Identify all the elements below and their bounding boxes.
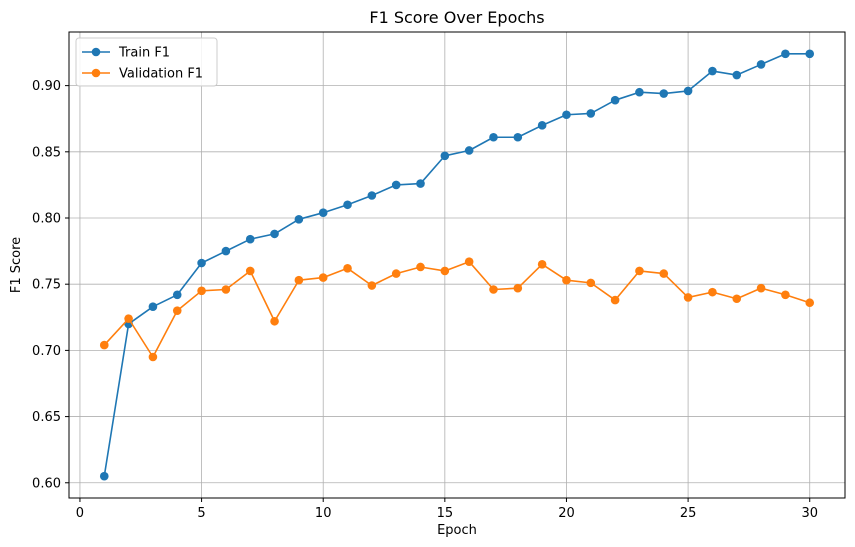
plot-frame [68,31,846,499]
series-layer [99,49,815,481]
train-f1-point [99,471,109,481]
train-f1-point [416,179,425,188]
train-f1-point [440,151,450,161]
validation-f1-point [805,298,815,308]
validation-f1-point [124,314,133,323]
validation-f1-point [343,264,352,273]
y-tick-label: 0.75 [32,278,61,293]
validation-f1-point [148,352,158,362]
validation-f1-point [294,275,304,285]
legend-swatch-marker [91,68,101,78]
validation-f1-point [732,294,742,304]
train-f1-series [99,49,815,481]
train-f1-point [513,132,523,142]
legend-item-train-f1: Train F1 [82,46,170,61]
train-f1-point [221,246,231,256]
validation-f1-point [756,283,766,293]
train-f1-point [343,200,352,210]
legend-label: Validation F1 [119,67,203,82]
validation-f1-point [683,293,693,302]
train-f1-line [103,53,810,477]
validation-f1-point [221,285,231,294]
train-f1-point [805,49,815,59]
validation-f1-point [464,257,474,266]
validation-f1-point [197,286,206,296]
validation-f1-point [635,266,644,276]
train-f1-point [562,110,571,120]
x-tick-label: 0 [76,506,84,521]
train-f1-point [732,70,742,80]
validation-f1-point [391,269,401,278]
validation-f1-point [610,295,620,305]
validation-f1-point [416,262,425,272]
train-f1-point [708,66,717,76]
validation-f1-point [586,278,596,288]
validation-f1-point [781,290,790,300]
x-axis-title: Epoch [437,523,477,538]
axis-ticks: 0 5 10 15 20 25 30 0.60 0.65 0.70 0.75 0.80 0.85 0.90 [32,79,818,521]
validation-f1-point [245,266,255,276]
train-f1-point [245,234,255,244]
validation-f1-point [489,285,498,294]
y-tick-label: 0.80 [32,212,61,227]
train-f1-point [683,86,693,96]
validation-f1-point [270,316,279,326]
y-tick-label: 0.85 [32,145,61,160]
legend: Train F1 Validation F1 [75,37,218,87]
legend-item-validation-f1: Validation F1 [82,67,203,82]
train-f1-point [294,215,304,224]
x-tick-label: 15 [437,506,454,521]
train-f1-point [270,229,279,239]
validation-f1-point [537,260,547,269]
x-tick-label: 5 [197,506,205,521]
chart-title: F1 Score Over Epochs [369,8,544,27]
validation-f1-point [367,281,377,290]
validation-f1-point [513,283,523,293]
x-tick-label: 25 [680,506,697,521]
legend-swatch-marker [91,47,101,57]
validation-f1-point [440,266,450,276]
train-f1-point [635,87,644,97]
grid [69,32,845,498]
train-f1-point [172,290,182,300]
train-f1-point [586,109,596,118]
validation-f1-point [708,287,717,297]
train-f1-point [464,146,474,155]
train-f1-point [148,302,158,312]
y-tick-label: 0.65 [32,410,61,425]
train-f1-point [318,208,328,218]
validation-f1-series [99,257,815,362]
y-tick-label: 0.90 [32,79,61,94]
train-f1-point [197,258,206,268]
train-f1-point [367,191,377,200]
y-axis-title: F1 Score [9,237,24,293]
train-f1-point [756,60,766,69]
x-tick-label: 30 [801,506,818,521]
y-tick-label: 0.70 [32,344,61,359]
legend-label: Train F1 [118,46,170,61]
y-tick-label: 0.60 [32,476,61,491]
validation-f1-point [562,275,571,285]
train-f1-point [659,89,669,98]
train-f1-point [610,95,620,105]
validation-f1-point [172,306,182,315]
legend-box [75,37,218,87]
validation-f1-point [318,273,328,282]
x-tick-label: 20 [558,506,575,521]
train-f1-point [391,180,401,190]
train-f1-point [781,49,790,59]
train-f1-point [489,132,498,142]
validation-f1-point [659,269,669,278]
validation-f1-point [99,340,109,350]
x-tick-label: 10 [315,506,332,521]
train-f1-point [537,121,547,130]
